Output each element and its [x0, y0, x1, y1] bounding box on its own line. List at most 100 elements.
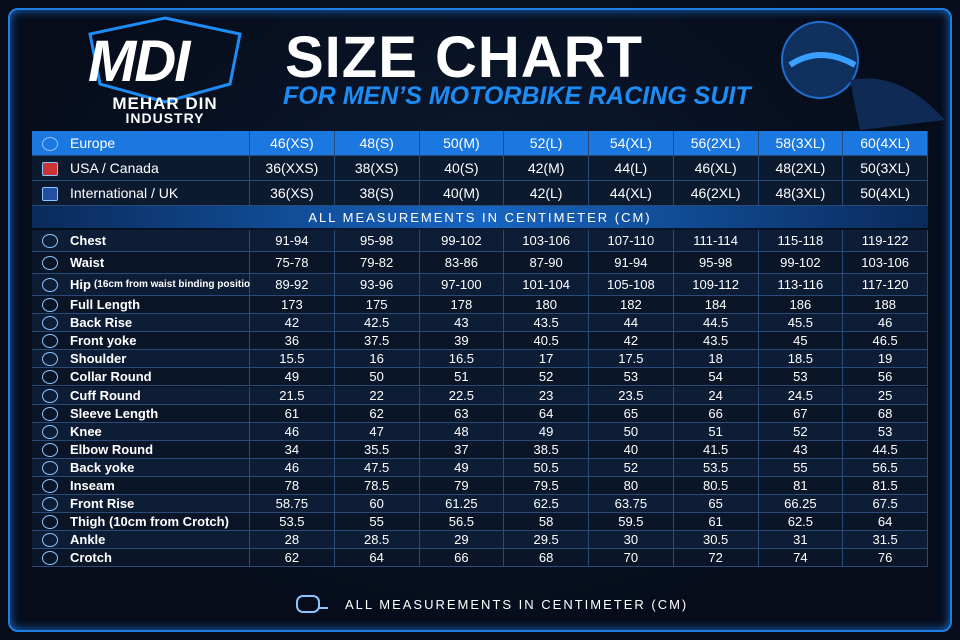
subtitle: FOR MEN’S MOTORBIKE RACING SUIT — [283, 82, 751, 110]
measurement-value: 53.5 — [673, 458, 759, 477]
measurement-value: 81 — [758, 477, 844, 496]
measurement-value: 49 — [419, 458, 505, 477]
measurement-value: 63.75 — [589, 495, 674, 514]
body-part-icon — [42, 479, 58, 494]
measurement-value: 22 — [334, 386, 420, 405]
measurement-value: 37 — [419, 440, 505, 459]
size-system-label: International / UK — [32, 181, 250, 206]
body-part-icon — [42, 278, 58, 292]
size-value: 46(2XL) — [673, 181, 759, 206]
measurement-value: 63 — [419, 404, 505, 423]
measurement-value: 95-98 — [334, 230, 420, 252]
measurement-name: Back Rise — [70, 315, 133, 331]
body-part-icon — [42, 316, 58, 331]
measurement-value: 50 — [334, 368, 420, 387]
measurement-value: 66.25 — [758, 495, 844, 514]
measurement-value: 188 — [843, 296, 928, 315]
measurement-label: Front Rise — [32, 495, 250, 514]
measurement-value: 25 — [843, 386, 928, 405]
measurement-value: 173 — [250, 296, 335, 315]
measurement-value: 19 — [843, 350, 928, 369]
size-value: 36(XS) — [250, 181, 335, 206]
measurement-name: Cuff Round — [70, 387, 141, 403]
measurement-value: 78 — [250, 477, 335, 496]
measurement-value: 53 — [589, 368, 674, 387]
measurement-value: 68 — [504, 549, 589, 568]
measurement-value: 52 — [589, 458, 674, 477]
body-part-icon — [42, 298, 58, 313]
measurement-value: 66 — [673, 404, 759, 423]
title: SIZE CHART — [285, 25, 643, 90]
measurement-name: Crotch — [70, 550, 112, 566]
measurement-value: 28.5 — [334, 531, 420, 550]
measurement-value: 65 — [673, 495, 759, 514]
body-part-icon — [42, 256, 58, 270]
measurement-value: 16 — [334, 350, 420, 369]
measurement-value: 21.5 — [250, 386, 335, 405]
measurement-value: 30.5 — [673, 531, 759, 550]
measurement-label: Waist — [32, 252, 250, 274]
measurement-value: 178 — [419, 296, 505, 315]
size-value: 50(3XL) — [843, 156, 928, 181]
measurement-name: Collar Round — [70, 369, 152, 385]
measurement-value: 76 — [843, 549, 928, 568]
measurement-value: 105-108 — [589, 274, 674, 296]
measurement-value: 56.5 — [843, 458, 928, 477]
measurement-value: 43.5 — [673, 332, 759, 351]
measurement-label: Back Rise — [32, 314, 250, 333]
measurement-value: 24 — [673, 386, 759, 405]
measurement-value: 61.25 — [419, 495, 505, 514]
size-system-label: USA / Canada — [32, 156, 250, 181]
measurement-value: 61 — [673, 513, 759, 532]
measurement-name: Elbow Round — [70, 441, 154, 457]
measurement-label: Sleeve Length — [32, 404, 250, 423]
measurement-value: 22.5 — [419, 386, 505, 405]
size-value: 40(M) — [419, 181, 505, 206]
frame — [8, 8, 952, 632]
measurement-value: 64 — [504, 404, 589, 423]
measurement-value: 74 — [758, 549, 844, 568]
measurement-value: 45.5 — [758, 314, 844, 333]
measurement-value: 81.5 — [843, 477, 928, 496]
measurement-value: 24.5 — [758, 386, 844, 405]
measurement-value: 79.5 — [504, 477, 589, 496]
measurement-value: 52 — [504, 368, 589, 387]
measurement-label: Cuff Round — [32, 386, 250, 405]
body-part-icon — [42, 352, 58, 367]
measurement-value: 40 — [589, 440, 674, 459]
measurement-label: Hip (16cm from waist binding position) — [32, 274, 260, 296]
size-value: 40(S) — [419, 156, 505, 181]
measurement-value: 38.5 — [504, 440, 589, 459]
measurement-value: 101-104 — [504, 274, 589, 296]
measurement-value: 44.5 — [673, 314, 759, 333]
measurement-value: 65 — [589, 404, 674, 423]
measurement-value: 49 — [504, 422, 589, 441]
size-value: 46(XL) — [673, 156, 759, 181]
body-part-icon — [42, 533, 58, 548]
measurement-value: 39 — [419, 332, 505, 351]
measurement-value: 31.5 — [843, 531, 928, 550]
measurement-value: 64 — [843, 513, 928, 532]
measurement-value: 40.5 — [504, 332, 589, 351]
measurement-value: 23 — [504, 386, 589, 405]
size-value: 48(S) — [334, 131, 420, 156]
measurement-value: 43 — [419, 314, 505, 333]
measurement-value: 99-102 — [758, 252, 844, 274]
measurement-value: 67 — [758, 404, 844, 423]
measurement-value: 18.5 — [758, 350, 844, 369]
globe-icon — [42, 137, 58, 151]
measurement-value: 83-86 — [419, 252, 505, 274]
measurement-value: 18 — [673, 350, 759, 369]
measurement-value: 80.5 — [673, 477, 759, 496]
measurement-value: 75-78 — [250, 252, 335, 274]
measurement-note: (16cm from waist binding position) — [93, 279, 260, 290]
measurement-value: 52 — [758, 422, 844, 441]
size-system-label: Europe — [32, 131, 250, 156]
measurement-name: Front Rise — [70, 496, 135, 512]
measurement-value: 47.5 — [334, 458, 420, 477]
measurement-value: 180 — [504, 296, 589, 315]
measurement-value: 109-112 — [673, 274, 759, 296]
size-value: 60(4XL) — [843, 131, 928, 156]
measurement-value: 50 — [589, 422, 674, 441]
measurement-value: 44 — [589, 314, 674, 333]
